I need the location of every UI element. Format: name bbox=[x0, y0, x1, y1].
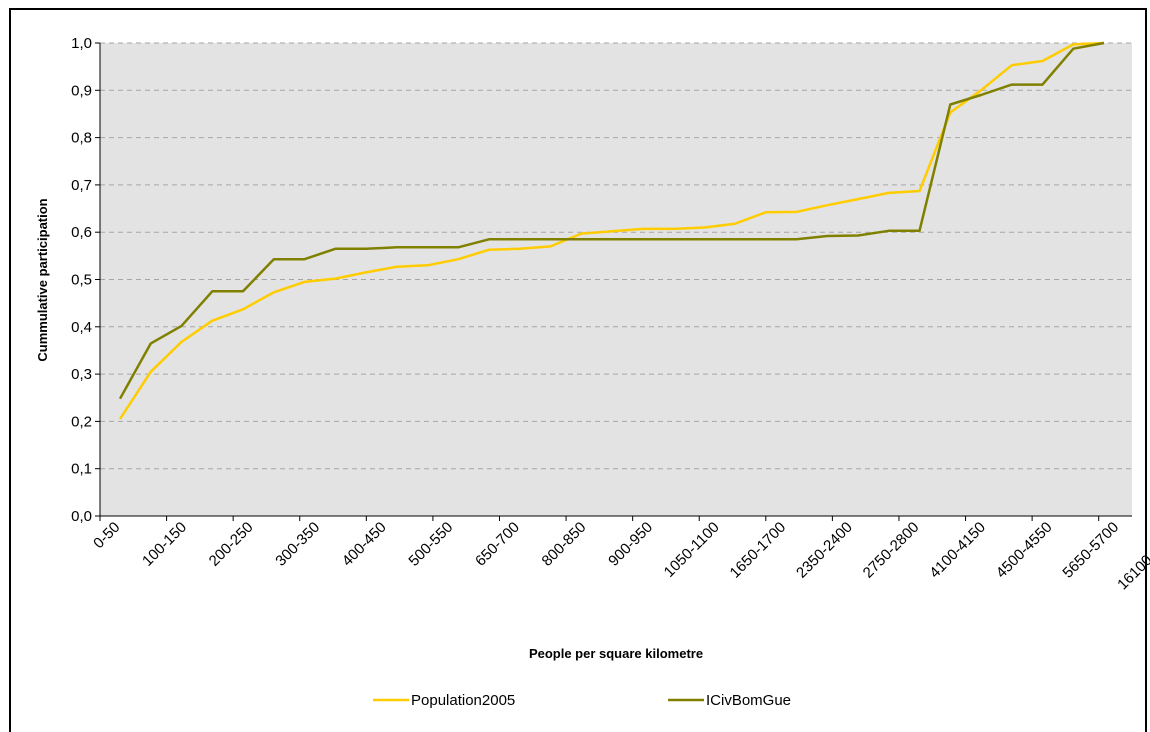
y-axis-ticks: 0,0 0,1 0,2 0,3 0,4 0,5 0,6 0,7 0,8 0,9 1,0 bbox=[71, 35, 1132, 525]
y-tick-label: 0,5 bbox=[71, 272, 92, 289]
y-tick-label: 1,0 bbox=[71, 35, 92, 52]
y-tick-label: 0,3 bbox=[71, 366, 92, 383]
x-tick-label: 800-850 bbox=[539, 519, 590, 570]
y-tick-label: 0,8 bbox=[71, 130, 92, 147]
series-line-icivbomgue bbox=[118, 41, 1105, 400]
y-tick-label: 0,4 bbox=[71, 319, 92, 336]
x-tick-label: 4100-4150 bbox=[926, 519, 989, 582]
chart-frame bbox=[9, 8, 1147, 732]
x-tick-label: 900-950 bbox=[605, 519, 656, 570]
x-tick-label: 2350-2400 bbox=[793, 519, 856, 582]
x-tick-label: 5650-5700 bbox=[1059, 519, 1122, 582]
x-tick-label: 2750-2800 bbox=[860, 519, 923, 582]
x-tick-label: 300-350 bbox=[272, 519, 323, 570]
y-tick-label: 0,7 bbox=[71, 177, 92, 194]
series-line-population2005 bbox=[118, 41, 1105, 420]
x-tick-label: 1050-1100 bbox=[661, 519, 723, 581]
y-tick-label: 0,6 bbox=[71, 224, 92, 241]
x-tick-label: 4500-4550 bbox=[993, 519, 1056, 582]
y-axis-title: Cummulative participation bbox=[35, 198, 50, 361]
x-axis-ticks: 0-50 100-150 200-250 300-350 400-450 500-550 6… bbox=[90, 516, 1150, 593]
y-tick-label: 0,9 bbox=[71, 82, 92, 99]
x-axis-title: People per square kilometre bbox=[529, 646, 703, 661]
x-tick-label: 400-450 bbox=[339, 519, 390, 570]
y-tick-label: 0,1 bbox=[71, 461, 92, 478]
x-tick-label: 500-550 bbox=[405, 519, 456, 570]
x-tick-label: 200-250 bbox=[206, 519, 257, 570]
gridlines bbox=[100, 42, 1132, 470]
x-tick-label: 0-50 bbox=[90, 519, 123, 552]
series-lines bbox=[118, 41, 1105, 420]
legend-label: ICivBomGue bbox=[706, 692, 791, 709]
legend: Population2005 ICivBomGue bbox=[373, 692, 791, 709]
x-tick-label: 1650-1700 bbox=[727, 519, 790, 582]
y-tick-label: 0,2 bbox=[71, 413, 92, 430]
y-tick-label: 0,0 bbox=[71, 508, 92, 525]
x-tick-label: 650-700 bbox=[472, 519, 523, 570]
legend-label: Population2005 bbox=[411, 692, 515, 709]
x-tick-label: 100-150 bbox=[139, 519, 190, 570]
